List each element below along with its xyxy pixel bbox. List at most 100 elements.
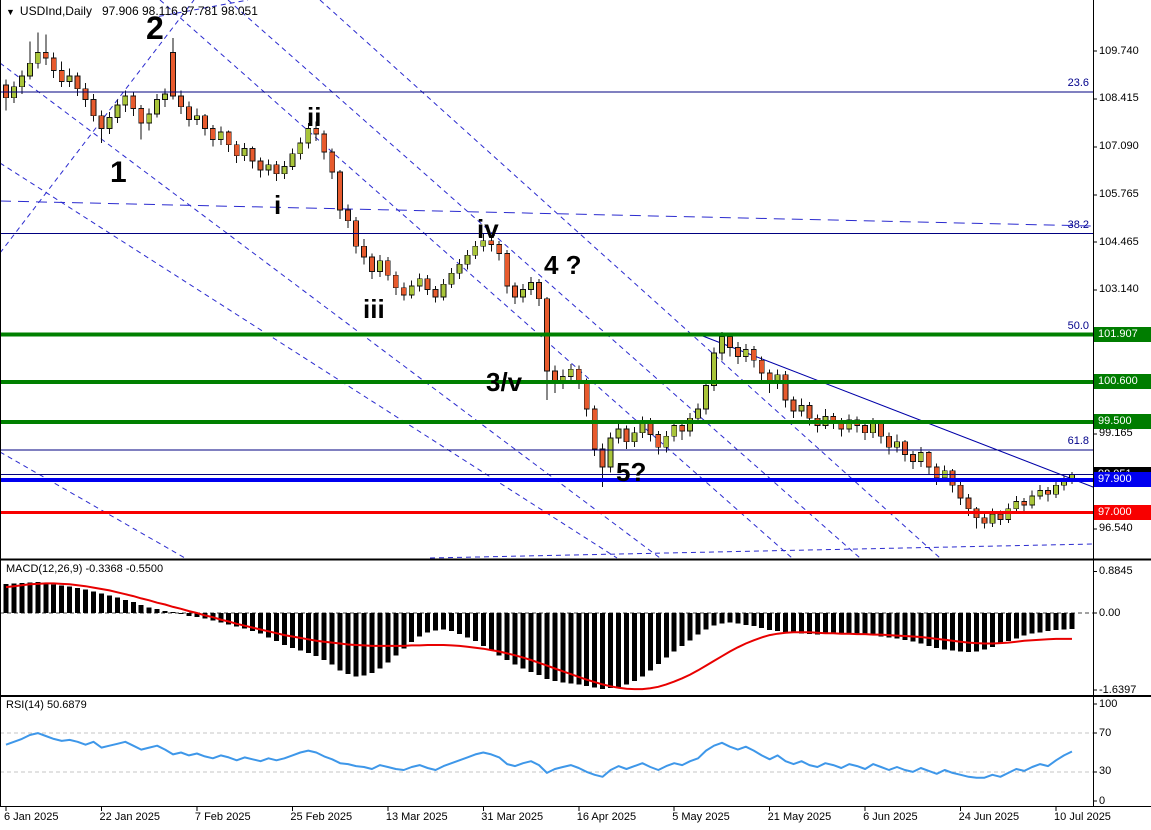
candle (886, 432, 892, 455)
macd-histogram-bar (695, 613, 701, 635)
price-tick-label: 99.165 (1099, 427, 1133, 440)
panel-borders (0, 0, 1151, 807)
candle-body (408, 285, 415, 296)
candle-body (591, 408, 598, 450)
rsi-axis-label: 30 (1099, 765, 1112, 778)
candle (782, 371, 789, 408)
candle-body (194, 115, 200, 120)
wave-label-1: 1 (110, 156, 127, 189)
candle-body (1029, 495, 1036, 506)
candle-body (957, 484, 964, 499)
wave-label-i: i (274, 190, 282, 220)
macd-histogram-bar (910, 613, 916, 642)
candle-body (917, 452, 924, 463)
candle (798, 398, 805, 417)
macd-histogram-bar (576, 613, 582, 685)
macd-histogram-bar (258, 613, 264, 634)
candle-body (902, 441, 908, 455)
candle (194, 108, 200, 125)
macd-histogram-bar (616, 613, 622, 687)
candle-body (19, 75, 25, 88)
candle (178, 90, 184, 115)
candle (464, 249, 471, 270)
date-label: 13 Mar 2025 (385, 811, 448, 823)
candle (241, 142, 248, 162)
candle-body (607, 437, 614, 468)
macd-histogram-bar (417, 613, 423, 637)
candle-body (711, 352, 717, 386)
candle-body (997, 513, 1004, 520)
candle (480, 233, 487, 252)
candle-body (870, 423, 876, 434)
macd-histogram-bar (838, 613, 844, 634)
candle (957, 481, 964, 506)
macd-histogram-bar (321, 613, 327, 660)
macd-histogram-bar (791, 613, 797, 633)
macd-histogram-bar (433, 613, 439, 631)
candle (862, 421, 869, 440)
axis-ticks (5, 50, 1097, 811)
price-badge: 101.907 (1094, 327, 1151, 343)
candle (878, 421, 884, 444)
macd-histogram-bar (250, 613, 256, 631)
candle (154, 94, 161, 118)
candle (400, 282, 407, 301)
candle (822, 409, 829, 430)
macd-histogram-bar (814, 613, 820, 635)
candle (536, 278, 542, 306)
candle (170, 37, 176, 100)
macd-histogram-bar (329, 613, 335, 665)
candle-body (297, 142, 304, 155)
macd-histogram-bar (114, 597, 120, 613)
rsi-axis-label: 0 (1099, 794, 1106, 807)
macd-histogram-bar (719, 613, 725, 624)
trendline (227, 0, 861, 559)
candle-body (432, 289, 439, 298)
candle (106, 112, 113, 134)
macd-histogram-bar (655, 613, 661, 664)
macd-histogram-bar (1053, 613, 1059, 630)
date-label: 16 Apr 2025 (576, 811, 637, 823)
candle (345, 204, 351, 229)
candle-body (50, 57, 57, 71)
macd-histogram-bar (194, 613, 200, 618)
wave-label-4: 4 ? (544, 250, 582, 280)
macd-histogram-bar (297, 613, 303, 651)
candle-body (178, 95, 184, 108)
candle-body (289, 153, 296, 167)
macd-histogram-bar (974, 613, 980, 652)
candle (361, 238, 367, 265)
candle-body (1037, 490, 1044, 497)
fib-label-23.6: 23.6 (1067, 76, 1089, 89)
candle (66, 68, 73, 87)
candle-body (878, 423, 884, 437)
candle (424, 275, 431, 296)
candle (1037, 485, 1044, 500)
macd-histogram-bar (98, 593, 104, 613)
candle (790, 396, 797, 419)
candle-body (925, 452, 932, 468)
candle (376, 255, 383, 277)
candle-body (217, 131, 224, 140)
candle-body (933, 466, 940, 479)
macd-histogram-bar (130, 602, 136, 613)
candle (575, 365, 582, 390)
symbol-dropdown-icon[interactable]: ▼ (6, 7, 15, 17)
candle-body (806, 405, 813, 419)
macd-histogram-bar (178, 613, 184, 614)
candle-body (520, 289, 526, 298)
candle-body (321, 133, 328, 153)
macd-histogram-bar (894, 613, 900, 639)
candle (663, 430, 670, 453)
candle (1029, 490, 1036, 509)
macd-histogram-bar (854, 613, 860, 635)
macd-histogram-bar (154, 609, 160, 613)
macd-histogram-bar (75, 588, 81, 613)
candle (1021, 497, 1028, 513)
trendline (0, 62, 661, 559)
candle (719, 332, 725, 361)
candle (440, 278, 447, 301)
candle (742, 343, 749, 363)
macd-histogram-bar (496, 613, 502, 656)
